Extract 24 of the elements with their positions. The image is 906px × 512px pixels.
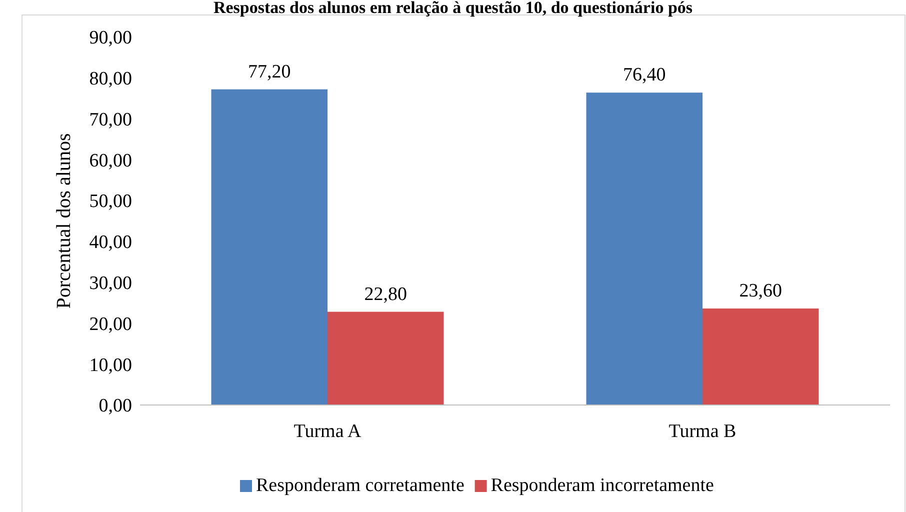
y-tick-label: 90,00 (89, 28, 132, 49)
y-tick-label: 20,00 (89, 314, 132, 335)
data-label: 76,40 (623, 64, 666, 86)
y-axis-title: Porcentual dos alunos (53, 133, 75, 309)
bar (702, 308, 819, 405)
x-tick-label: Turma A (294, 421, 362, 442)
legend-label: Responderam incorretamente (490, 475, 714, 496)
y-tick-label: 50,00 (89, 191, 132, 212)
data-label: 77,20 (248, 61, 291, 82)
bar (211, 89, 328, 405)
y-tick-label: 80,00 (89, 68, 132, 90)
chart-title: Respostas dos alunos em relação à questão 10, do questionário pós (213, 0, 693, 17)
y-tick-label: 70,00 (89, 109, 132, 130)
data-label: 22,80 (364, 284, 407, 305)
x-tick-label: Turma B (668, 421, 736, 442)
bar (328, 312, 444, 405)
y-tick-label: 60,00 (89, 150, 132, 172)
y-tick-label: 0,00 (98, 396, 132, 417)
y-tick-label: 40,00 (89, 232, 132, 254)
y-tick-label: 10,00 (89, 354, 132, 376)
data-label: 23,60 (739, 280, 782, 302)
bar (586, 92, 702, 405)
y-tick-label: 30,00 (89, 272, 132, 294)
legend-label: Responderam corretamente (256, 475, 464, 496)
